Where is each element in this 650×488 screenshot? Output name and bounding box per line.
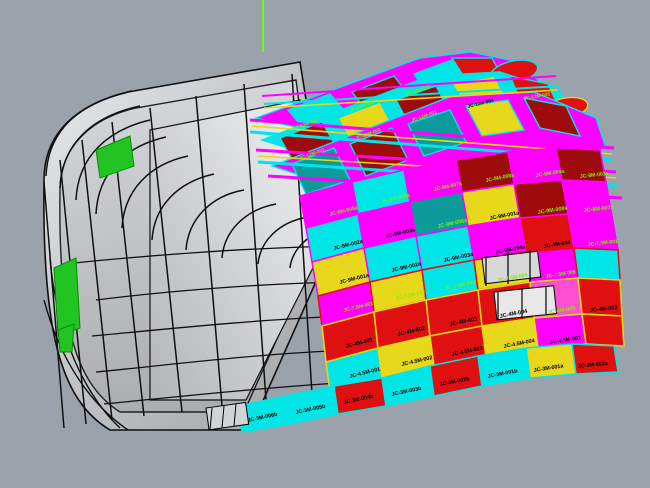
superstructure-blocks xyxy=(249,51,623,209)
block-label: JC-4.5M-001 xyxy=(549,335,581,346)
block-label: JC-3M-001a xyxy=(533,363,565,374)
block-label: JC-4M-004 xyxy=(499,309,528,320)
block-label: JC-9M-004a xyxy=(535,169,565,179)
block-label: JC-3M-002a xyxy=(578,361,609,370)
block-label: JC-12M-005 xyxy=(523,91,551,102)
block-label: JC-9M-007a xyxy=(584,205,615,214)
block-mosaic-starboard xyxy=(205,147,625,433)
block-label: JC-7.5M-004 xyxy=(497,272,528,284)
highlight-patch-keel xyxy=(57,323,75,353)
block-label: JC-9M-001a xyxy=(489,210,521,222)
hull-shaded-portside xyxy=(43,61,355,431)
block-label: JC-9M-004a xyxy=(495,244,527,256)
block-label: JC-9M-008a xyxy=(485,173,515,184)
block-label: JC-9M-003a xyxy=(580,171,609,180)
block-label: JC-4M-004 xyxy=(543,240,571,250)
block-label: JC-9M-007a xyxy=(433,181,463,193)
block-label: JC-9M-008a xyxy=(537,205,569,216)
block-label: JC-3M-002b xyxy=(439,376,471,388)
block-label: JC-3M-001b xyxy=(487,368,519,380)
block-label: JC-7.5M-001 xyxy=(588,239,619,248)
block-label: JC-4M-003 xyxy=(449,316,478,328)
block-label: JC-4M-002 xyxy=(590,305,618,314)
block-label: JC-4.5M-004 xyxy=(503,338,535,350)
block-label: JC-7.5M-005 xyxy=(545,269,576,280)
highlight-patch-lower xyxy=(53,257,81,337)
block-label: JC-4M-005 xyxy=(547,306,576,316)
highlight-patch-upper xyxy=(95,135,135,179)
